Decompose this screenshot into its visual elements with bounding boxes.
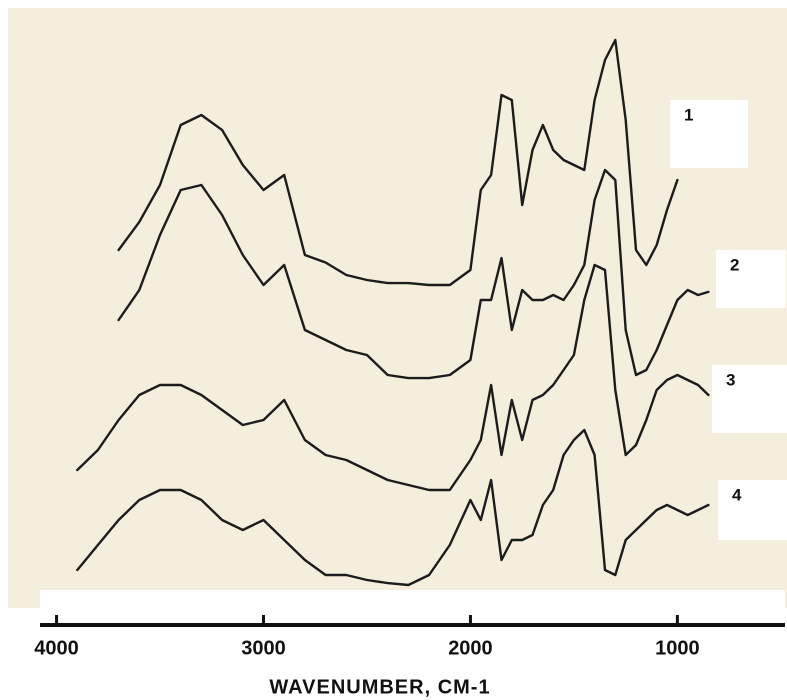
paper <box>8 8 787 608</box>
label-box <box>718 480 787 540</box>
x-axis-label: WAVENUMBER, CM-1 <box>269 676 490 698</box>
spectrum-line <box>76 263 710 492</box>
scan-band <box>40 590 785 622</box>
series-label: 3 <box>726 370 735 389</box>
series-label: 4 <box>732 485 742 504</box>
series-label: 2 <box>730 255 739 274</box>
spectrum-line <box>117 38 679 287</box>
series-label: 1 <box>684 105 693 124</box>
x-tick-label: 2000 <box>448 637 493 659</box>
x-tick-label: 4000 <box>34 637 79 659</box>
label-box <box>716 250 786 308</box>
label-box <box>712 365 787 433</box>
x-tick-label: 1000 <box>655 637 700 659</box>
spectrum-line <box>76 428 710 587</box>
spectrum-line <box>117 168 710 380</box>
label-box <box>670 100 748 168</box>
x-tick-label: 3000 <box>241 637 286 659</box>
